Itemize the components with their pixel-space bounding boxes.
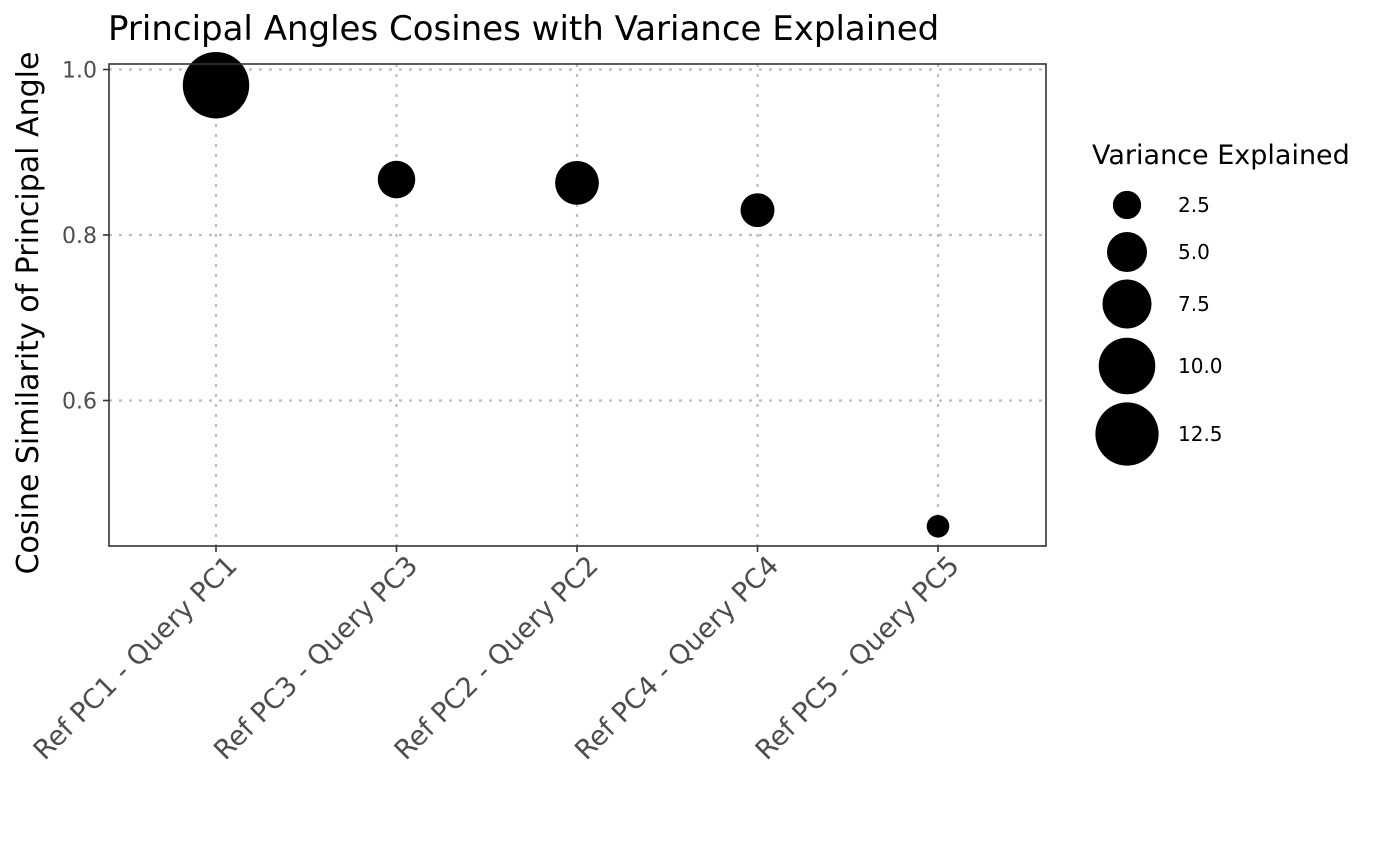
y-tick-label-1: 0.8 xyxy=(62,224,97,249)
legend-label-3: 10.0 xyxy=(1178,354,1223,378)
chart-title: Principal Angles Cosines with Variance E… xyxy=(108,9,939,49)
y-axis: 0.6 0.8 1.0 xyxy=(62,59,109,415)
legend-key-3 xyxy=(1098,337,1156,395)
legend-key-2 xyxy=(1102,279,1152,329)
data-point-4 xyxy=(740,193,775,228)
y-tick-label-2: 1.0 xyxy=(62,59,97,84)
legend-label-0: 2.5 xyxy=(1178,193,1210,217)
data-points xyxy=(182,51,950,538)
y-axis-label: Cosine Similarity of Principal Angle xyxy=(11,52,46,575)
x-tick-label-0: Ref PC1 - Query PC1 xyxy=(28,550,244,766)
y-tick-label-0: 0.6 xyxy=(62,390,97,415)
x-tick-label-3: Ref PC4 - Query PC4 xyxy=(569,550,785,766)
legend-key-1 xyxy=(1107,232,1147,272)
legend-label-1: 5.0 xyxy=(1178,240,1210,264)
data-point-2 xyxy=(377,160,416,199)
legend: Variance Explained 2.5 5.0 7.5 10.0 12.5 xyxy=(1092,140,1350,466)
grid xyxy=(109,64,1046,546)
x-tick-label-4: Ref PC5 - Query PC5 xyxy=(750,550,966,766)
x-tick-label-1: Ref PC3 - Query PC3 xyxy=(208,550,424,766)
legend-key-0 xyxy=(1112,190,1142,220)
data-point-1 xyxy=(182,51,250,119)
legend-label-4: 12.5 xyxy=(1178,422,1223,446)
legend-key-4 xyxy=(1095,402,1159,466)
x-tick-label-2: Ref PC2 - Query PC2 xyxy=(389,550,605,766)
data-point-3 xyxy=(555,160,599,205)
legend-label-2: 7.5 xyxy=(1178,292,1210,316)
legend-title: Variance Explained xyxy=(1092,140,1350,171)
data-point-5 xyxy=(926,514,950,538)
